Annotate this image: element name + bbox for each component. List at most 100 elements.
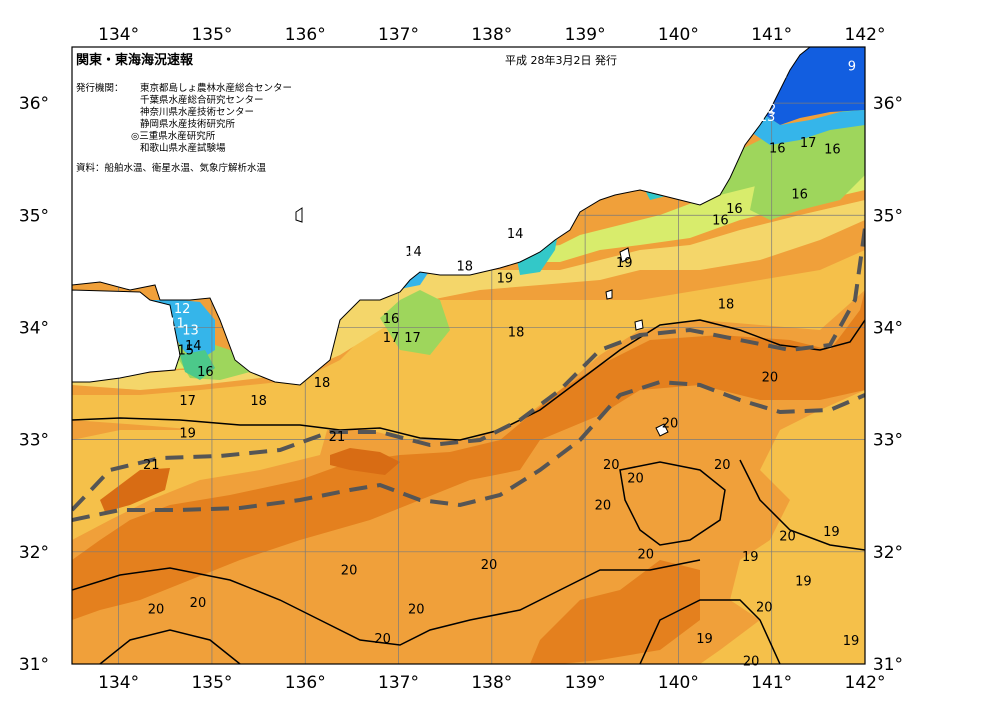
contour-label: 18 <box>718 298 735 313</box>
lat-tick-label-left: 31° <box>19 655 49 675</box>
contour-label: 19 <box>795 575 812 590</box>
land-sado-small <box>295 207 303 223</box>
contour-label: 20 <box>190 596 207 611</box>
contour-label: 20 <box>595 498 612 513</box>
contour-label: 11 <box>168 317 185 332</box>
contour-label: 19 <box>497 272 514 287</box>
lon-tick-label-bottom: 139° <box>565 673 606 693</box>
contour-label: 19 <box>823 525 840 540</box>
cold-kashima-edge <box>740 95 865 145</box>
contour-label: 20 <box>374 632 391 647</box>
contour-label: 16 <box>791 188 808 203</box>
contour-label: 18 <box>456 259 473 274</box>
lon-tick-label-bottom: 140° <box>658 673 699 693</box>
contour-label: 17 <box>800 136 817 151</box>
contour-label: 20 <box>779 530 796 545</box>
contour-label: 14 <box>185 339 202 354</box>
contour-label: 20 <box>481 558 498 573</box>
lat-tick-label-right: 35° <box>873 206 903 226</box>
contour-label: 18 <box>314 376 331 391</box>
isotherm-20-sw <box>99 629 241 664</box>
contour-label: 18 <box>250 394 267 409</box>
contour-label: 19 <box>742 550 759 565</box>
axis-labels: 134° 134° 135° 135° 136° 136° 137° 137° 138° 138°… <box>19 25 903 693</box>
lon-tick-label-bottom: 142° <box>845 673 886 693</box>
publisher-org: 和歌山県水産試験場 <box>140 142 226 154</box>
map-frame <box>71 46 866 665</box>
warm-patch-21-west <box>100 468 170 512</box>
lon-tick-label-bottom: 134° <box>98 673 139 693</box>
land-miyake <box>634 319 644 331</box>
contour-label: 19 <box>843 634 860 649</box>
contour-label: 17 <box>383 331 400 346</box>
contour-label: 8 <box>397 222 405 237</box>
publisher-label: 発行機関： <box>76 82 124 94</box>
publisher-org: 東京都島しょ農林水産総合センター <box>140 82 292 94</box>
publisher-org: 千葉県水産総合研究センター <box>140 94 264 106</box>
contour-label: 10 <box>766 51 783 66</box>
land-kii-peninsula <box>72 47 811 386</box>
contour-label: 19 <box>179 427 196 442</box>
contour-label: 20 <box>627 471 644 486</box>
land-izu-oshima <box>619 247 631 263</box>
contour-label: 11 <box>771 66 788 81</box>
lon-tick-label-top: 142° <box>845 25 886 45</box>
lon-tick-label-top: 137° <box>378 25 419 45</box>
lat-tick-label-left: 35° <box>19 206 49 226</box>
publisher-org: ◎三重県水産研究所 <box>131 130 216 142</box>
contour-label: 9 <box>392 222 400 237</box>
contour-label: 14 <box>405 245 422 260</box>
lat-tick-label-right: 31° <box>873 655 903 675</box>
lon-tick-label-bottom: 137° <box>378 673 419 693</box>
contour-label: 15 <box>178 344 195 359</box>
map-title: 関東・東海海況速報 <box>76 52 194 68</box>
contour-label: 14 <box>507 227 524 242</box>
contour-label: 13 <box>398 250 415 265</box>
contour-label: 17 <box>404 331 421 346</box>
lon-tick-label-top: 140° <box>658 25 699 45</box>
lon-tick-label-top: 141° <box>751 25 792 45</box>
kuroshio-axis-south <box>72 379 865 522</box>
contour-label: 16 <box>197 365 214 380</box>
contour-label: 12 <box>174 302 191 317</box>
contour-label: 19 <box>616 256 633 271</box>
isotherm-20-loop <box>619 461 726 546</box>
contour-label: 16 <box>726 202 743 217</box>
isotherm-20-south <box>72 559 701 646</box>
publisher-org: 神奈川県水産技術センター <box>140 106 254 118</box>
land-niijima <box>605 289 613 300</box>
contour-label: 20 <box>603 458 620 473</box>
contour-label: 11 <box>387 241 404 256</box>
contour-label: 16 <box>383 312 400 327</box>
contour-label: 17 <box>179 394 196 409</box>
map-area <box>72 47 865 664</box>
lon-tick-label-top: 139° <box>565 25 606 45</box>
contour-label: 9 <box>848 60 856 75</box>
data-source: 資料：船舶水温、衛星水温、気象庁解析水温 <box>76 162 267 174</box>
lon-tick-label-bottom: 136° <box>285 673 326 693</box>
lat-tick-label-right: 32° <box>873 543 903 563</box>
lat-tick-label-left: 34° <box>19 318 49 338</box>
contour-label: 20 <box>743 654 760 669</box>
kuroshio-axis-north <box>72 227 865 512</box>
contour-label: 13 <box>759 110 776 125</box>
coastal-18-band <box>72 200 865 390</box>
warm-patch-21 <box>330 448 400 475</box>
contour-label: 20 <box>756 600 773 615</box>
contour-label: 20 <box>662 416 679 431</box>
warm-patch-south <box>530 560 700 664</box>
contour-label: 13 <box>493 227 510 242</box>
contour-label: 20 <box>341 563 358 578</box>
lon-tick-label-bottom: 138° <box>471 673 512 693</box>
isotherm-20-east <box>739 459 865 551</box>
lat-tick-label-right: 33° <box>873 431 903 451</box>
lat-tick-label-left: 36° <box>19 94 49 114</box>
shelf-16-ise <box>380 290 450 355</box>
land-hachijo <box>655 423 669 437</box>
contour-label: 10 <box>368 223 385 238</box>
lon-tick-label-top: 136° <box>285 25 326 45</box>
land-awaji-shikoku <box>72 289 181 383</box>
ocean-19-zone <box>700 390 865 664</box>
